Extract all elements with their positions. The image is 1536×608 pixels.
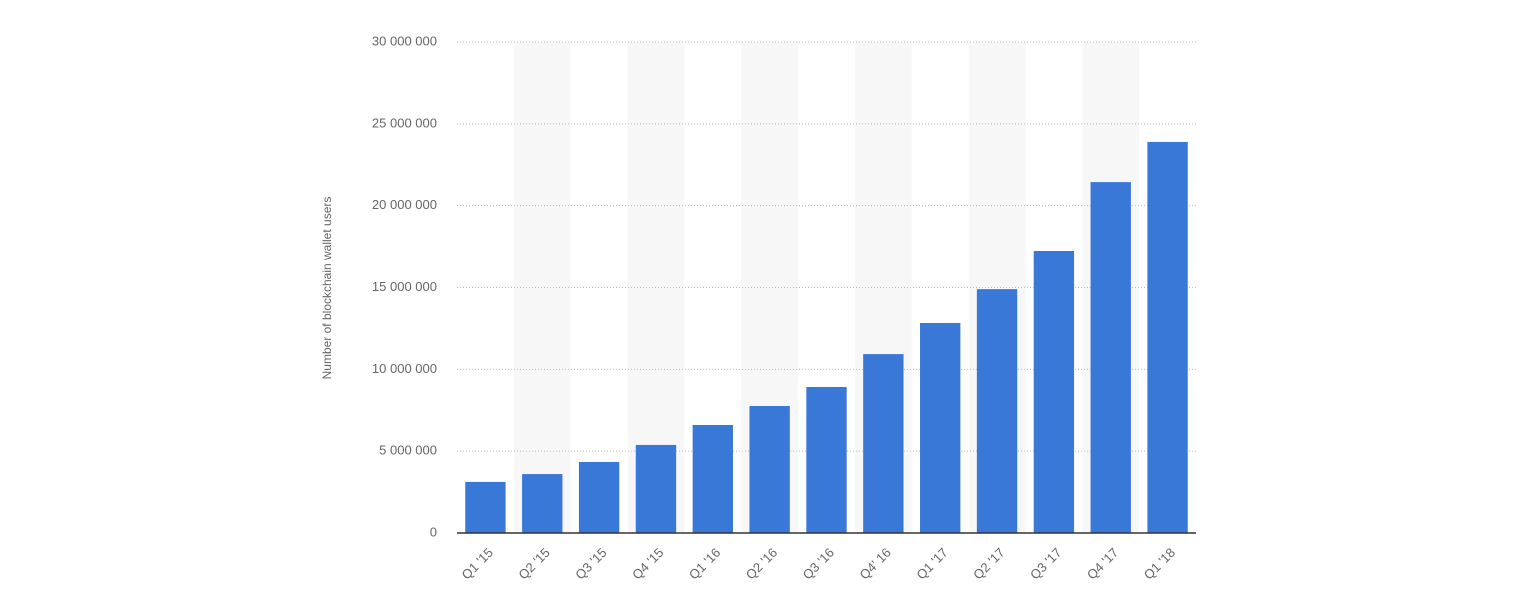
y-tick-label: 30 000 000 bbox=[372, 33, 437, 48]
y-tick-label: 10 000 000 bbox=[372, 361, 437, 376]
bar bbox=[1033, 251, 1075, 534]
x-tick-label: Q3 '17 bbox=[1027, 545, 1064, 582]
bar bbox=[806, 387, 847, 533]
x-tick-label: Q2 '15 bbox=[515, 545, 552, 582]
x-tick-label: Q1 '16 bbox=[686, 545, 723, 582]
x-tick-label: Q4 '17 bbox=[1084, 545, 1121, 582]
y-tick-label: 15 000 000 bbox=[372, 279, 437, 294]
bar bbox=[578, 461, 620, 533]
bar bbox=[920, 323, 961, 533]
x-tick-label: Q3 '15 bbox=[572, 545, 609, 582]
y-axis-label: Number of blockchain wallet users bbox=[320, 197, 334, 380]
x-tick-label: Q2 '16 bbox=[743, 545, 780, 582]
x-tick-label: Q4' 16 bbox=[856, 545, 893, 582]
bar bbox=[522, 474, 563, 533]
bar bbox=[749, 405, 790, 533]
bar bbox=[863, 354, 904, 533]
x-tick-label: Q2 '17 bbox=[970, 545, 1007, 582]
bar bbox=[465, 481, 506, 533]
y-tick-label: 0 bbox=[430, 524, 437, 539]
x-tick-label: Q1 '18 bbox=[1141, 545, 1178, 582]
y-tick-label: 20 000 000 bbox=[372, 197, 437, 212]
bar bbox=[692, 424, 733, 533]
x-tick-label: Q1 '15 bbox=[459, 545, 496, 582]
bar bbox=[1147, 142, 1188, 533]
bar bbox=[976, 289, 1018, 533]
x-tick-label: Q1 '17 bbox=[913, 545, 950, 582]
bar bbox=[1090, 182, 1131, 533]
y-tick-label: 5 000 000 bbox=[379, 443, 437, 458]
bar bbox=[635, 444, 677, 533]
x-tick-label: Q3 '16 bbox=[800, 545, 837, 582]
y-tick-label: 25 000 000 bbox=[372, 115, 437, 130]
x-tick-label: Q4 '15 bbox=[629, 545, 666, 582]
